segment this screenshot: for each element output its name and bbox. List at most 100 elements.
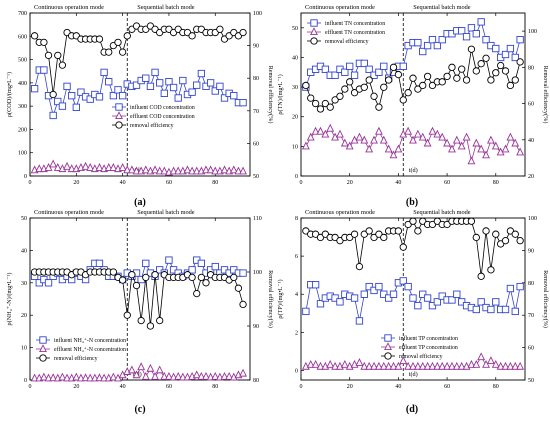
y-axis-label: ρ(TN)/(mg•L⁻¹) — [277, 74, 284, 114]
data-point — [114, 86, 122, 94]
series-circle — [30, 268, 247, 330]
data-point — [160, 166, 169, 175]
data-point — [174, 94, 182, 102]
data-point — [413, 361, 422, 370]
data-point — [193, 289, 201, 298]
data-point — [63, 82, 71, 91]
data-point — [197, 259, 206, 268]
legend-entry: influent NH₄⁺-N concentration — [54, 337, 126, 344]
data-point — [58, 102, 67, 110]
y2-tick-label: 90 — [528, 248, 534, 254]
data-point — [506, 284, 515, 293]
data-point — [132, 370, 141, 379]
data-point — [409, 135, 417, 144]
mode-label-continuous: Continuous operation mode — [34, 209, 104, 216]
y-tick-label: 600 — [18, 34, 27, 40]
data-point — [423, 41, 432, 50]
data-point — [155, 365, 164, 374]
series-triangle — [301, 123, 525, 165]
y-tick-label: 0 — [24, 378, 27, 384]
data-point — [399, 277, 407, 285]
data-point — [160, 89, 168, 97]
legend-marker — [310, 37, 318, 45]
y-tick-label: 20 — [292, 115, 298, 121]
y2-tick-label: 70 — [253, 109, 259, 115]
panel-label: (a) — [134, 197, 146, 208]
x-tick-label: 0 — [300, 180, 303, 186]
data-point — [492, 298, 500, 306]
data-point — [448, 144, 456, 153]
data-point — [350, 294, 359, 302]
data-point — [197, 273, 206, 282]
data-point — [419, 81, 427, 90]
x-tick-label: 0 — [29, 384, 32, 390]
data-point — [375, 282, 383, 291]
data-point — [389, 63, 398, 71]
data-point — [109, 163, 118, 171]
data-point — [399, 356, 408, 364]
data-point — [202, 165, 210, 174]
series-square — [30, 66, 247, 120]
legend-marker — [39, 354, 47, 362]
data-point — [165, 256, 173, 264]
data-point — [409, 294, 417, 302]
mode-label-continuous: Continuous operation mode — [34, 4, 104, 11]
data-point — [365, 227, 373, 235]
data-point — [458, 65, 466, 73]
data-point — [211, 262, 219, 271]
data-point — [151, 165, 159, 174]
data-point — [188, 88, 196, 96]
legend: influent TP concentration effluent TP con… — [381, 334, 458, 360]
mode-label-sequential: Sequential batch mode — [413, 209, 471, 216]
data-point — [40, 38, 48, 46]
legend-marker — [39, 336, 47, 344]
x-tick-label: 0 — [300, 384, 303, 390]
data-point — [409, 217, 417, 225]
data-point — [360, 135, 369, 144]
x-tick-label: 20 — [73, 384, 79, 390]
data-point — [123, 311, 131, 319]
data-point — [487, 76, 495, 84]
data-point — [482, 54, 490, 62]
data-point — [511, 307, 519, 316]
y2-tick-label: 80 — [253, 76, 259, 82]
chart-panel-2: 0 20 40 60 80 0 10 20 30 40 50 20 40 60 80 100 ρ(TN)/(mg… — [277, 4, 549, 208]
data-point — [340, 359, 349, 368]
data-point — [54, 51, 62, 60]
series-circle — [302, 45, 524, 113]
data-point — [30, 32, 39, 40]
data-point — [355, 262, 364, 271]
data-point — [458, 27, 466, 35]
y-tick-label: 6 — [295, 254, 298, 260]
y2-tick-label: 100 — [253, 11, 262, 17]
data-point — [462, 76, 471, 84]
data-point — [86, 163, 95, 171]
data-point — [501, 361, 510, 370]
data-point — [39, 372, 48, 381]
data-point — [118, 276, 127, 284]
data-point — [379, 135, 388, 144]
data-point — [346, 78, 354, 86]
data-point — [428, 36, 437, 44]
y-tick-label: 30 — [21, 281, 27, 287]
data-point — [104, 163, 113, 171]
data-point — [516, 282, 524, 291]
data-point — [380, 233, 388, 242]
data-point — [341, 85, 349, 93]
data-point — [443, 72, 451, 81]
data-point — [355, 358, 364, 366]
data-point — [487, 266, 495, 274]
data-point — [389, 290, 398, 298]
y-tick-label: 100 — [18, 151, 27, 157]
data-point — [380, 83, 388, 91]
data-point — [419, 47, 427, 56]
data-point — [316, 361, 325, 370]
data-point — [486, 135, 495, 144]
data-point — [511, 230, 519, 238]
legend-marker — [115, 121, 123, 129]
data-point — [385, 294, 393, 302]
data-point — [44, 279, 53, 287]
data-point — [467, 359, 476, 368]
series-circle — [302, 217, 524, 280]
data-point — [345, 141, 354, 150]
